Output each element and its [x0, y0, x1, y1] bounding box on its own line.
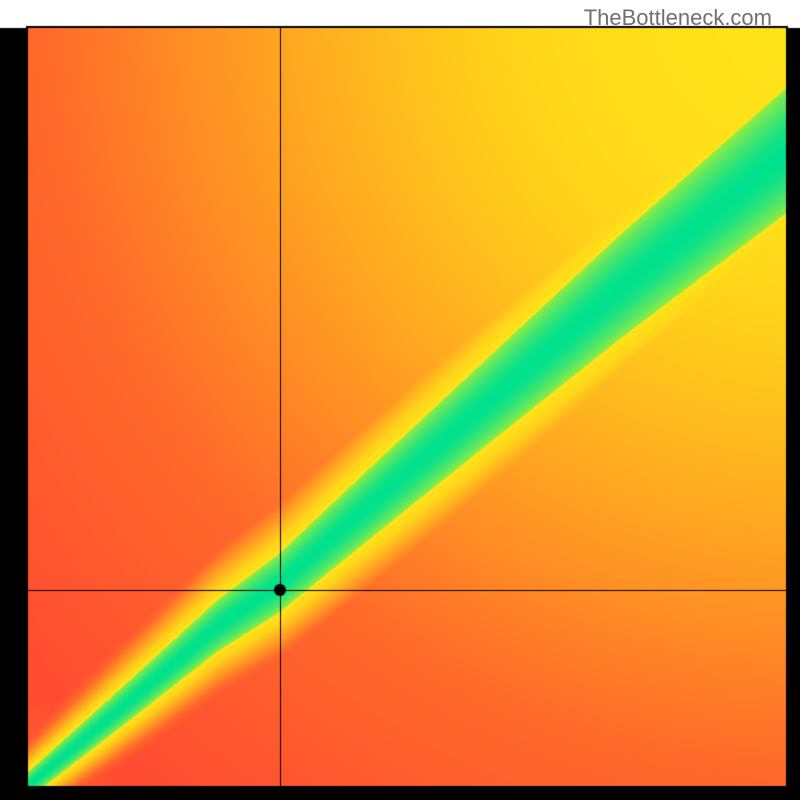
watermark-text: TheBottleneck.com: [584, 5, 772, 31]
heatmap-canvas: [0, 0, 800, 800]
chart-container: TheBottleneck.com: [0, 0, 800, 800]
